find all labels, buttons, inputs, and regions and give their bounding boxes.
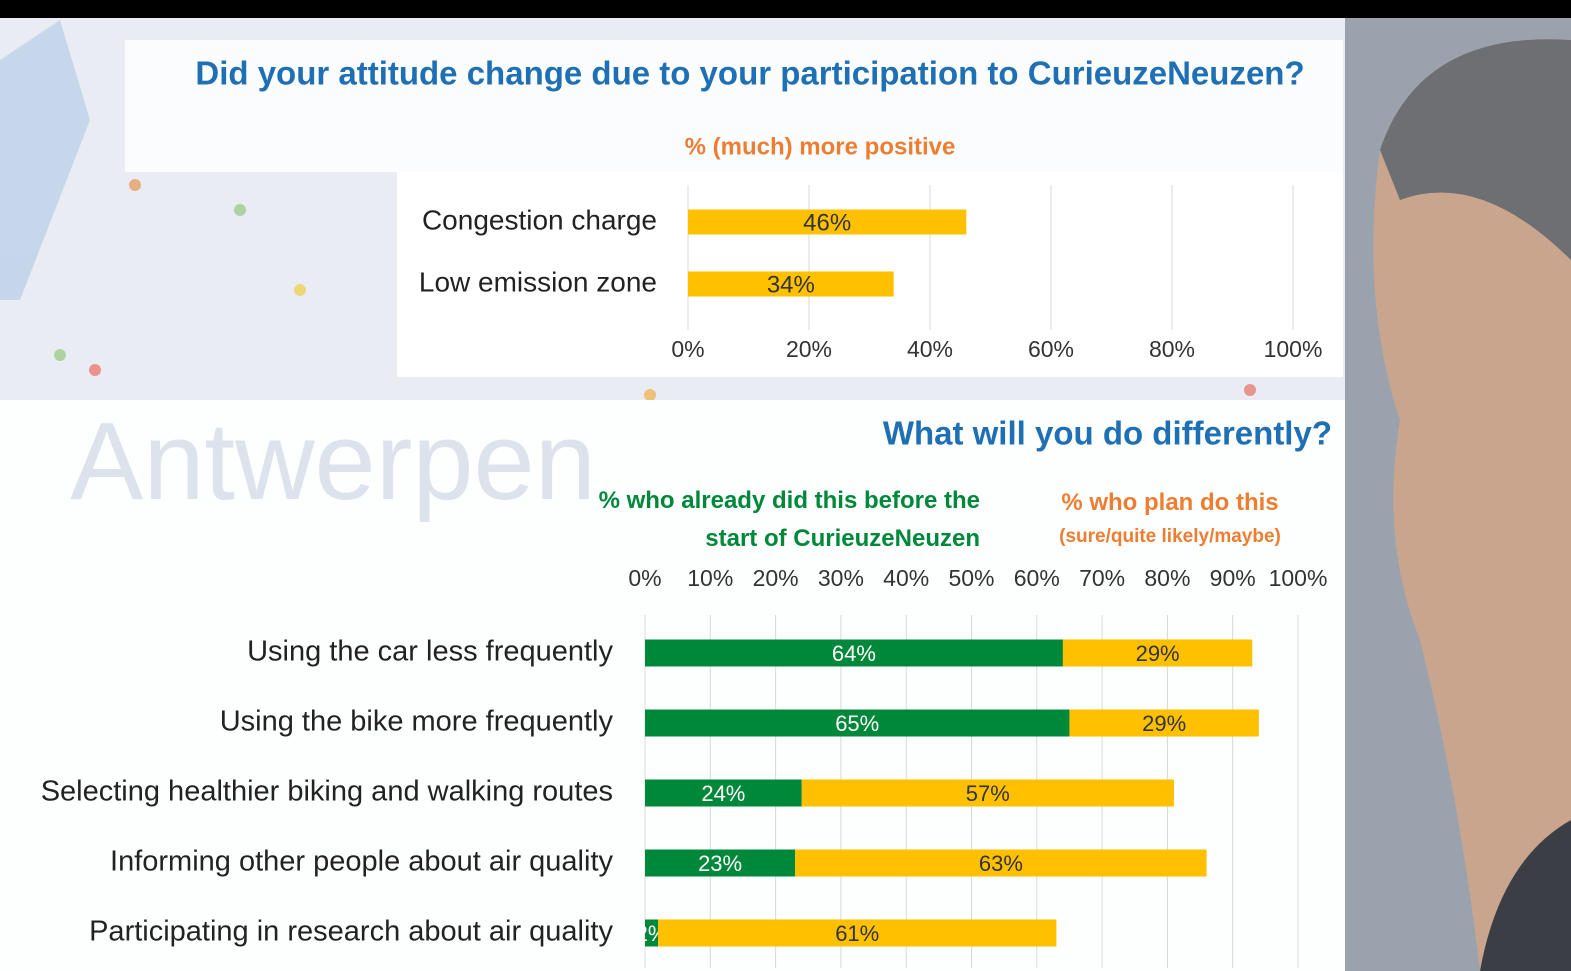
x-tick-label: 40% <box>883 565 929 591</box>
data-label: 46% <box>803 209 851 236</box>
category-label: Selecting healthier biking and walking r… <box>41 776 613 808</box>
chart-title: What will you do differently? <box>883 415 1332 452</box>
legend-entry: % who plan do this <box>1030 484 1310 522</box>
data-label: 34% <box>767 271 815 298</box>
x-tick-label: 10% <box>687 565 733 591</box>
x-tick-label: 100% <box>1269 565 1328 591</box>
top-band <box>0 0 1571 18</box>
x-tick-label: 70% <box>1079 565 1125 591</box>
chart-subtitle: % (much) more positive <box>685 133 956 160</box>
data-label: 63% <box>979 851 1023 876</box>
category-label: Using the bike more frequently <box>220 706 614 738</box>
data-label: 57% <box>966 781 1010 806</box>
data-label: 61% <box>835 921 879 946</box>
category-label: Low emission zone <box>419 266 657 297</box>
x-tick-label: 80% <box>1149 336 1195 362</box>
data-label: 29% <box>1142 711 1186 736</box>
category-label: Congestion charge <box>422 204 657 235</box>
data-label: 64% <box>832 641 876 666</box>
x-tick-label: 90% <box>1210 565 1256 591</box>
data-label: 24% <box>701 781 745 806</box>
x-tick-label: 0% <box>628 565 661 591</box>
x-tick-label: 40% <box>907 336 953 362</box>
category-label: Participating in research about air qual… <box>89 916 613 948</box>
watermark: Antwerpen <box>70 400 596 523</box>
data-label: 65% <box>835 711 879 736</box>
x-tick-label: 60% <box>1028 336 1074 362</box>
category-label: Informing other people about air quality <box>110 846 613 878</box>
chart-title: Did your attitude change due to your par… <box>195 55 1304 92</box>
x-tick-label: 0% <box>671 336 704 362</box>
x-tick-label: 20% <box>786 336 832 362</box>
x-tick-label: 50% <box>948 565 994 591</box>
x-tick-label: 60% <box>1014 565 1060 591</box>
x-tick-label: 80% <box>1144 565 1190 591</box>
x-tick-label: 20% <box>753 565 799 591</box>
data-label: 23% <box>698 851 742 876</box>
person-photo <box>1345 18 1571 971</box>
page: Antwerpen Did your attitude change due t… <box>0 0 1571 971</box>
legend-entry: % who already did this before the start … <box>540 482 980 558</box>
x-tick-label: 100% <box>1264 336 1323 362</box>
legend-note: (sure/quite likely/maybe) <box>1030 518 1310 556</box>
x-tick-label: 30% <box>818 565 864 591</box>
category-label: Using the car less frequently <box>247 636 613 668</box>
data-label: 29% <box>1136 641 1180 666</box>
